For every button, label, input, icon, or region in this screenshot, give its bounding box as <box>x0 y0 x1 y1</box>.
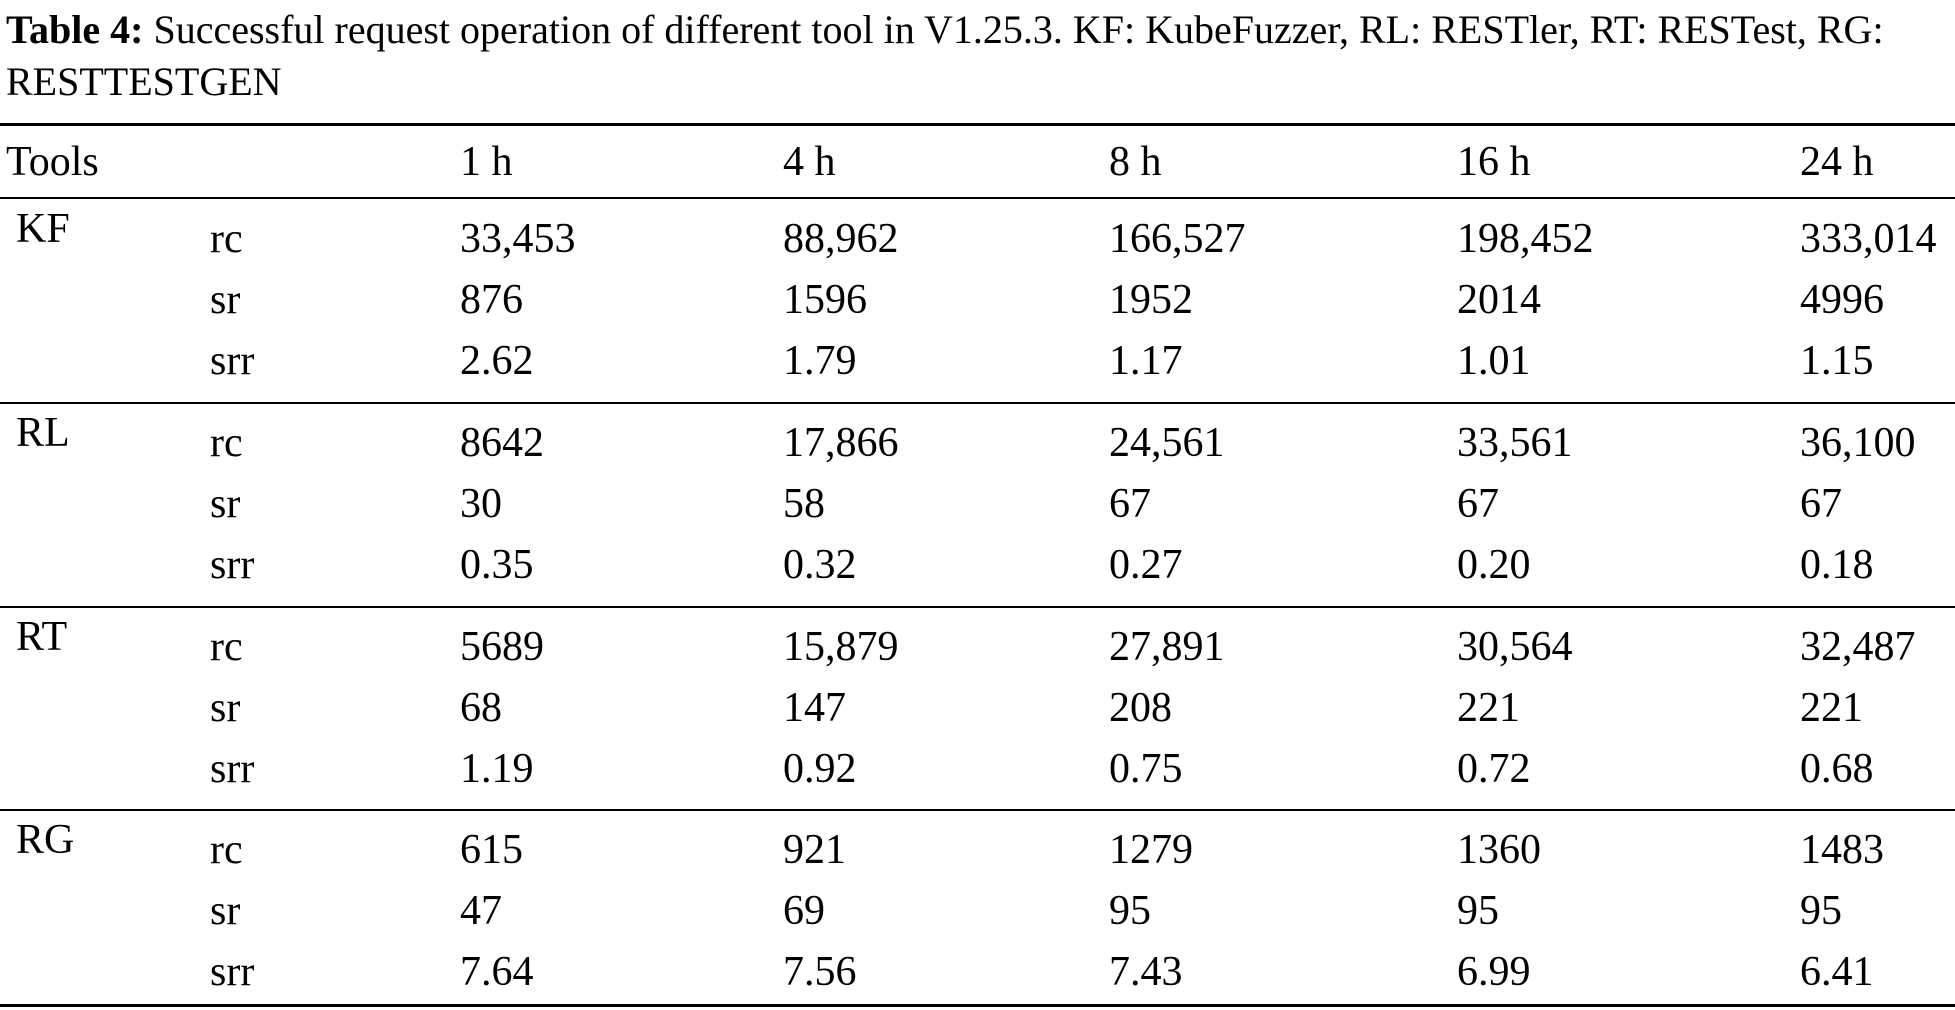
table-cell: 30 <box>460 481 502 527</box>
table-cell: 147 <box>783 685 846 731</box>
table-cell: 95 <box>1457 888 1499 934</box>
table-cell: 1279 <box>1109 827 1193 873</box>
column-header: 8 h <box>1109 139 1162 185</box>
table-cell: 221 <box>1800 685 1863 731</box>
table-cell: 7.56 <box>783 949 857 995</box>
table-cell: 7.64 <box>460 949 534 995</box>
table-cell: 198,452 <box>1457 216 1594 262</box>
table-cell: 921 <box>783 827 846 873</box>
header-rule <box>0 197 1955 199</box>
column-header: 24 h <box>1800 139 1874 185</box>
table-cell: 1952 <box>1109 277 1193 323</box>
metric-label: srr <box>210 746 255 792</box>
caption-label: Table 4: <box>6 7 144 52</box>
table-cell: 67 <box>1109 481 1151 527</box>
table-cell: 58 <box>783 481 825 527</box>
group-rule <box>0 606 1955 608</box>
bottom-rule <box>0 1004 1955 1007</box>
column-header: Tools <box>6 139 99 185</box>
table-cell: 4996 <box>1800 277 1884 323</box>
metric-label: srr <box>210 949 255 995</box>
table-cell: 0.68 <box>1800 746 1874 792</box>
metric-label: rc <box>210 827 243 873</box>
table-cell: 95 <box>1109 888 1151 934</box>
column-header: 1 h <box>460 139 513 185</box>
table-cell: 0.72 <box>1457 746 1531 792</box>
table-cell: 208 <box>1109 685 1172 731</box>
table-cell: 6.99 <box>1457 949 1531 995</box>
table-cell: 1.17 <box>1109 338 1183 384</box>
table-cell: 1360 <box>1457 827 1541 873</box>
table-cell: 1596 <box>783 277 867 323</box>
table-cell: 0.32 <box>783 542 857 588</box>
table-cell: 6.41 <box>1800 949 1874 995</box>
table-cell: 876 <box>460 277 523 323</box>
table-cell: 30,564 <box>1457 624 1573 670</box>
table-cell: 0.35 <box>460 542 534 588</box>
table-cell: 33,561 <box>1457 420 1573 466</box>
table-caption: Table 4: Successful request operation of… <box>6 4 1951 108</box>
metric-label: srr <box>210 542 255 588</box>
table-cell: 1.79 <box>783 338 857 384</box>
tool-name: RL <box>16 410 70 456</box>
table-cell: 2.62 <box>460 338 534 384</box>
table-cell: 0.92 <box>783 746 857 792</box>
table-cell: 88,962 <box>783 216 899 262</box>
metric-label: rc <box>210 624 243 670</box>
table-cell: 1.15 <box>1800 338 1874 384</box>
metric-label: srr <box>210 338 255 384</box>
table-cell: 0.18 <box>1800 542 1874 588</box>
table-cell: 69 <box>783 888 825 934</box>
table-cell: 67 <box>1800 481 1842 527</box>
table-cell: 221 <box>1457 685 1520 731</box>
column-header: 16 h <box>1457 139 1531 185</box>
metric-label: rc <box>210 216 243 262</box>
metric-label: sr <box>210 277 241 323</box>
metric-label: sr <box>210 685 241 731</box>
column-header: 4 h <box>783 139 836 185</box>
table-cell: 67 <box>1457 481 1499 527</box>
table-cell: 24,561 <box>1109 420 1225 466</box>
metric-label: rc <box>210 420 243 466</box>
table-cell: 32,487 <box>1800 624 1916 670</box>
metric-label: sr <box>210 888 241 934</box>
table-cell: 615 <box>460 827 523 873</box>
table-cell: 333,014 <box>1800 216 1937 262</box>
tool-name: RT <box>16 614 68 660</box>
metric-label: sr <box>210 481 241 527</box>
table-cell: 15,879 <box>783 624 899 670</box>
group-rule <box>0 402 1955 404</box>
table-cell: 1.01 <box>1457 338 1531 384</box>
table-cell: 33,453 <box>460 216 576 262</box>
table-cell: 0.75 <box>1109 746 1183 792</box>
caption-text: Successful request operation of differen… <box>6 7 1884 104</box>
table-cell: 2014 <box>1457 277 1541 323</box>
top-rule <box>0 123 1955 126</box>
table-cell: 1483 <box>1800 827 1884 873</box>
table-cell: 17,866 <box>783 420 899 466</box>
table-cell: 27,891 <box>1109 624 1225 670</box>
table-cell: 1.19 <box>460 746 534 792</box>
table-cell: 166,527 <box>1109 216 1246 262</box>
table-cell: 95 <box>1800 888 1842 934</box>
tool-name: KF <box>16 206 70 252</box>
table-cell: 0.20 <box>1457 542 1531 588</box>
table-cell: 7.43 <box>1109 949 1183 995</box>
table-cell: 68 <box>460 685 502 731</box>
group-rule <box>0 809 1955 811</box>
table-cell: 8642 <box>460 420 544 466</box>
tool-name: RG <box>16 817 75 863</box>
table-cell: 0.27 <box>1109 542 1183 588</box>
table-cell: 47 <box>460 888 502 934</box>
table-cell: 36,100 <box>1800 420 1916 466</box>
table-cell: 5689 <box>460 624 544 670</box>
